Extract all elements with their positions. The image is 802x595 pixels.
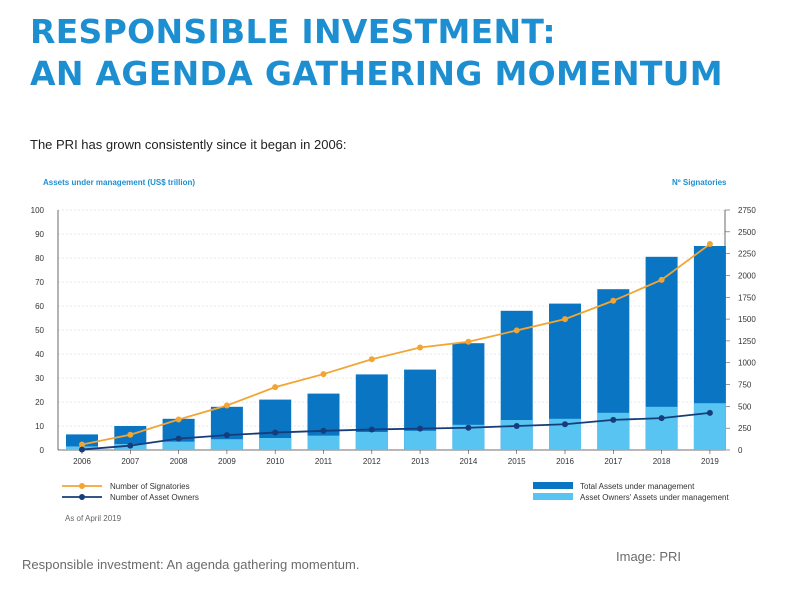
- point-signatories: [465, 338, 472, 345]
- right-tick-label: 0: [738, 446, 743, 455]
- point-asset-owners: [175, 435, 182, 442]
- point-asset-owners: [79, 446, 85, 453]
- x-tick-label: 2011: [315, 457, 333, 466]
- point-asset-owners: [417, 425, 424, 432]
- point-asset-owners: [513, 423, 520, 429]
- x-tick-label: 2008: [170, 457, 188, 466]
- point-asset-owners: [368, 426, 375, 433]
- left-tick-label: 90: [35, 230, 44, 239]
- right-tick-label: 1500: [738, 315, 756, 324]
- point-signatories: [610, 297, 617, 304]
- right-tick-label: 1250: [738, 337, 756, 346]
- point-signatories: [706, 241, 713, 248]
- x-tick-label: 2019: [701, 457, 719, 466]
- x-tick-label: 2006: [73, 457, 91, 466]
- x-tick-label: 2018: [653, 457, 671, 466]
- legend-owners-aum-label: Asset Owners' Assets under management: [580, 493, 729, 502]
- point-asset-owners: [610, 416, 617, 423]
- legend-total-aum-label: Total Assets under management: [580, 482, 695, 491]
- page-title-line-1: RESPONSIBLE INVESTMENT:: [30, 12, 556, 51]
- point-signatories: [127, 431, 134, 438]
- right-tick-label: 1000: [738, 359, 756, 368]
- point-signatories: [79, 441, 85, 448]
- as-of-note: As of April 2019: [65, 514, 122, 523]
- left-tick-label: 20: [35, 398, 44, 407]
- legend-asset-owners-marker-dot: [79, 494, 85, 500]
- point-asset-owners: [223, 432, 230, 439]
- x-tick-label: 2012: [363, 457, 381, 466]
- legend-total-aum-swatch: [533, 482, 573, 489]
- point-asset-owners: [465, 424, 472, 431]
- left-axis-title: Assets under management (US$ trillion): [43, 178, 196, 187]
- point-signatories: [513, 327, 520, 334]
- right-tick-label: 2250: [738, 250, 756, 259]
- x-tick-label: 2013: [411, 457, 429, 466]
- point-signatories: [368, 356, 375, 363]
- bar-owners-aum: [404, 430, 437, 450]
- point-asset-owners: [706, 409, 713, 416]
- bar-owners-aum: [645, 406, 678, 450]
- bar-owners-aum: [355, 432, 388, 450]
- intro-text: The PRI has grown consistently since it …: [30, 137, 347, 152]
- left-tick-label: 10: [35, 422, 44, 431]
- right-tick-label: 2500: [738, 228, 756, 237]
- page-title-line-2: AN AGENDA GATHERING MOMENTUM: [30, 54, 723, 93]
- left-tick-label: 100: [31, 206, 45, 215]
- image-caption: Responsible investment: An agenda gather…: [22, 557, 360, 572]
- right-tick-label: 250: [738, 424, 752, 433]
- left-tick-label: 0: [40, 446, 45, 455]
- point-asset-owners: [562, 421, 568, 428]
- right-tick-label: 750: [738, 381, 752, 390]
- right-axis-title: Nº Signatories: [672, 178, 727, 187]
- bar-owners-aum: [307, 435, 340, 450]
- line-asset-owners: [81, 412, 710, 451]
- x-tick-label: 2014: [460, 457, 478, 466]
- right-tick-label: 500: [738, 402, 752, 411]
- point-asset-owners: [320, 427, 327, 434]
- x-tick-label: 2009: [218, 457, 236, 466]
- point-asset-owners: [658, 415, 665, 422]
- legend-owners-aum-swatch: [533, 493, 573, 500]
- legend-asset-owners-label: Number of Asset Owners: [110, 493, 199, 502]
- legend-signatories-label: Number of Signatories: [110, 482, 190, 491]
- bar-owners-aum: [162, 441, 195, 450]
- point-signatories: [417, 344, 424, 351]
- point-asset-owners: [272, 429, 279, 436]
- right-tick-label: 1750: [738, 293, 756, 302]
- x-tick-label: 2010: [266, 457, 284, 466]
- point-signatories: [658, 276, 665, 283]
- point-signatories: [175, 416, 182, 423]
- x-tick-label: 2017: [604, 457, 622, 466]
- left-tick-label: 30: [35, 374, 44, 383]
- left-tick-label: 40: [35, 350, 44, 359]
- point-signatories: [223, 402, 230, 409]
- bar-owners-aum: [210, 439, 243, 450]
- legend-signatories-marker-dot: [79, 483, 85, 489]
- left-tick-label: 70: [35, 278, 44, 287]
- x-tick-label: 2015: [508, 457, 526, 466]
- left-tick-label: 80: [35, 254, 44, 263]
- x-tick-label: 2016: [556, 457, 574, 466]
- point-signatories: [320, 371, 327, 378]
- point-signatories: [562, 316, 568, 323]
- right-tick-label: 2000: [738, 271, 756, 280]
- point-asset-owners: [127, 442, 134, 449]
- left-tick-label: 60: [35, 302, 44, 311]
- point-signatories: [272, 384, 279, 391]
- image-credit: Image: PRI: [616, 549, 682, 564]
- x-tick-label: 2007: [121, 457, 139, 466]
- line-signatories: [81, 243, 711, 446]
- left-tick-label: 50: [35, 326, 44, 335]
- right-tick-label: 2750: [738, 206, 756, 215]
- bar-owners-aum: [259, 438, 292, 450]
